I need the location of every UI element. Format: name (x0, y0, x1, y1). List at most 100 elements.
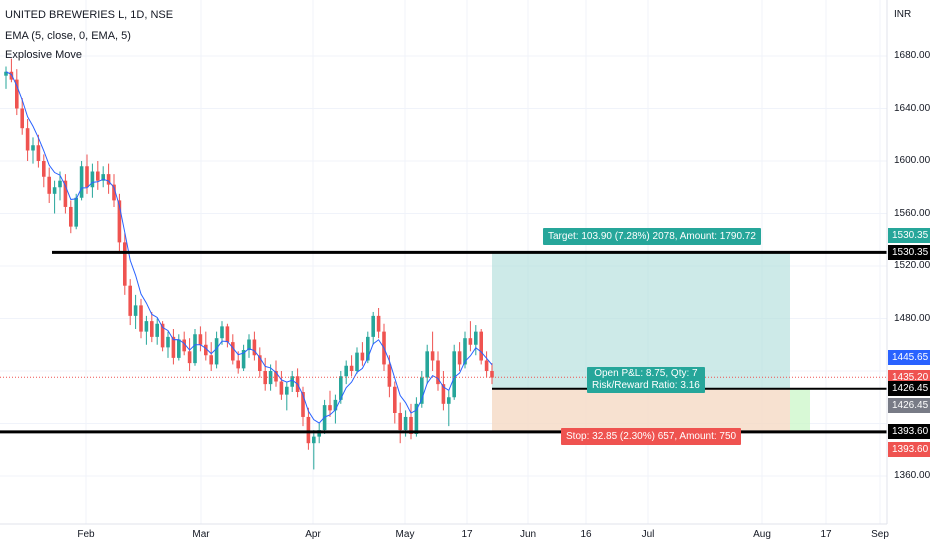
candle-body (9, 71, 14, 80)
candle-body (79, 166, 84, 198)
candle-body (166, 336, 170, 348)
x-tick-label: Jun (519, 529, 537, 540)
ema-price-label: 1445.65 (888, 350, 930, 366)
candle-body (301, 392, 305, 417)
stop-price-label: 1393.60 (888, 442, 930, 458)
x-tick-label: Sep (871, 529, 889, 540)
x-tick-label: Apr (305, 529, 321, 540)
candle-body (441, 384, 446, 404)
candle-body (52, 187, 57, 194)
candle-body (279, 381, 284, 395)
candle-body (252, 339, 257, 356)
candle-body (447, 397, 451, 404)
stop-badge[interactable]: Stop: 32.85 (2.30%) 657, Amount: 750 (561, 428, 742, 445)
candle-body (150, 321, 154, 337)
candle-body (209, 355, 213, 365)
x-tick-label: May (395, 529, 415, 540)
target-zone (492, 252, 790, 389)
y-tick-label: 1680.00 (894, 50, 931, 61)
y-tick-label: 1640.00 (894, 102, 931, 114)
candle-body (376, 315, 381, 332)
candle-body (47, 176, 51, 194)
candle-body (101, 174, 105, 181)
candle-body (117, 200, 122, 243)
candle-body (484, 360, 489, 371)
candle-body (247, 339, 251, 350)
rr-text: Risk/Reward Ratio: 3.16 (592, 380, 700, 391)
candle-body (393, 386, 397, 413)
indicator-legend[interactable]: Explosive Move (5, 49, 83, 61)
candle-body (290, 376, 294, 387)
candle-body (139, 305, 143, 332)
candle-body (144, 321, 149, 332)
candle-body (204, 344, 208, 356)
candle-body (42, 161, 46, 177)
candle-body (436, 360, 440, 385)
candle-body (74, 197, 78, 227)
candle-body (236, 360, 240, 369)
candle-body (69, 206, 73, 227)
pnl-text: Open P&L: 8.75, Qty: 7 (594, 368, 698, 379)
y-tick-label: 1360.00 (894, 470, 931, 481)
candle-body (155, 323, 159, 337)
candle-body (371, 315, 375, 337)
candle-body (360, 352, 365, 361)
candle-body (306, 416, 311, 444)
candle-body (85, 166, 89, 188)
candle-body (214, 338, 219, 365)
candle-body (452, 351, 456, 398)
candle-body (160, 323, 165, 348)
target-price-label: 1530.35 (888, 227, 930, 243)
candle-body (177, 339, 181, 358)
x-tick-label: 17 (461, 529, 473, 540)
candle-body (15, 79, 19, 109)
candle-body (231, 342, 235, 361)
entry-price-label: 1426.45 (888, 381, 930, 397)
candle-body (96, 171, 100, 181)
candle-body (171, 336, 176, 358)
entry-price-label-2: 1426.45 (888, 398, 930, 414)
candle-body (241, 350, 246, 369)
candle-body (425, 351, 429, 378)
candle-body (90, 171, 95, 188)
x-tick-label: 17 (820, 529, 832, 540)
x-tick-label: Mar (192, 529, 210, 540)
candle-body (474, 331, 478, 345)
candle-body (258, 355, 262, 371)
pnl-badge[interactable]: Open P&L: 8.75, Qty: 7 Risk/Reward Ratio… (587, 367, 705, 393)
candle-body (225, 326, 230, 343)
candle-body (430, 351, 435, 361)
pnl-zone (790, 388, 810, 432)
candle-body (4, 71, 8, 76)
ema-legend[interactable]: EMA (5, close, 0, EMA, 5) (5, 30, 131, 42)
candle-body (490, 371, 494, 378)
candle-body (285, 386, 289, 395)
candle-body (20, 108, 24, 129)
support-price-label: 1393.60 (888, 424, 930, 440)
candle-body (339, 376, 343, 400)
candle-body (344, 365, 348, 377)
candle-body (36, 145, 41, 161)
candle-body (457, 351, 462, 365)
candle-body (414, 403, 419, 434)
y-tick-label: 1560.00 (894, 207, 931, 219)
candle-body (420, 377, 424, 404)
candle-body (312, 436, 316, 444)
resistance-price-label: 1530.35 (888, 244, 930, 260)
symbol-title[interactable]: UNITED BREWERIES L, 1D, NSE (5, 9, 174, 21)
candle-body (193, 334, 197, 364)
candle-body (25, 128, 30, 151)
candle-body (106, 174, 111, 185)
candle-body (31, 145, 35, 151)
x-tick-label: 16 (580, 529, 592, 540)
candle-body (366, 336, 370, 361)
candle-body (112, 184, 116, 201)
y-tick-label: 1480.00 (894, 312, 931, 324)
candle-body (198, 334, 203, 345)
candle-body (409, 416, 413, 434)
candle-body (349, 365, 354, 371)
candle-body (355, 352, 359, 371)
target-badge[interactable]: Target: 103.90 (7.28%) 2078, Amount: 179… (543, 228, 761, 245)
candle-body (263, 371, 267, 385)
